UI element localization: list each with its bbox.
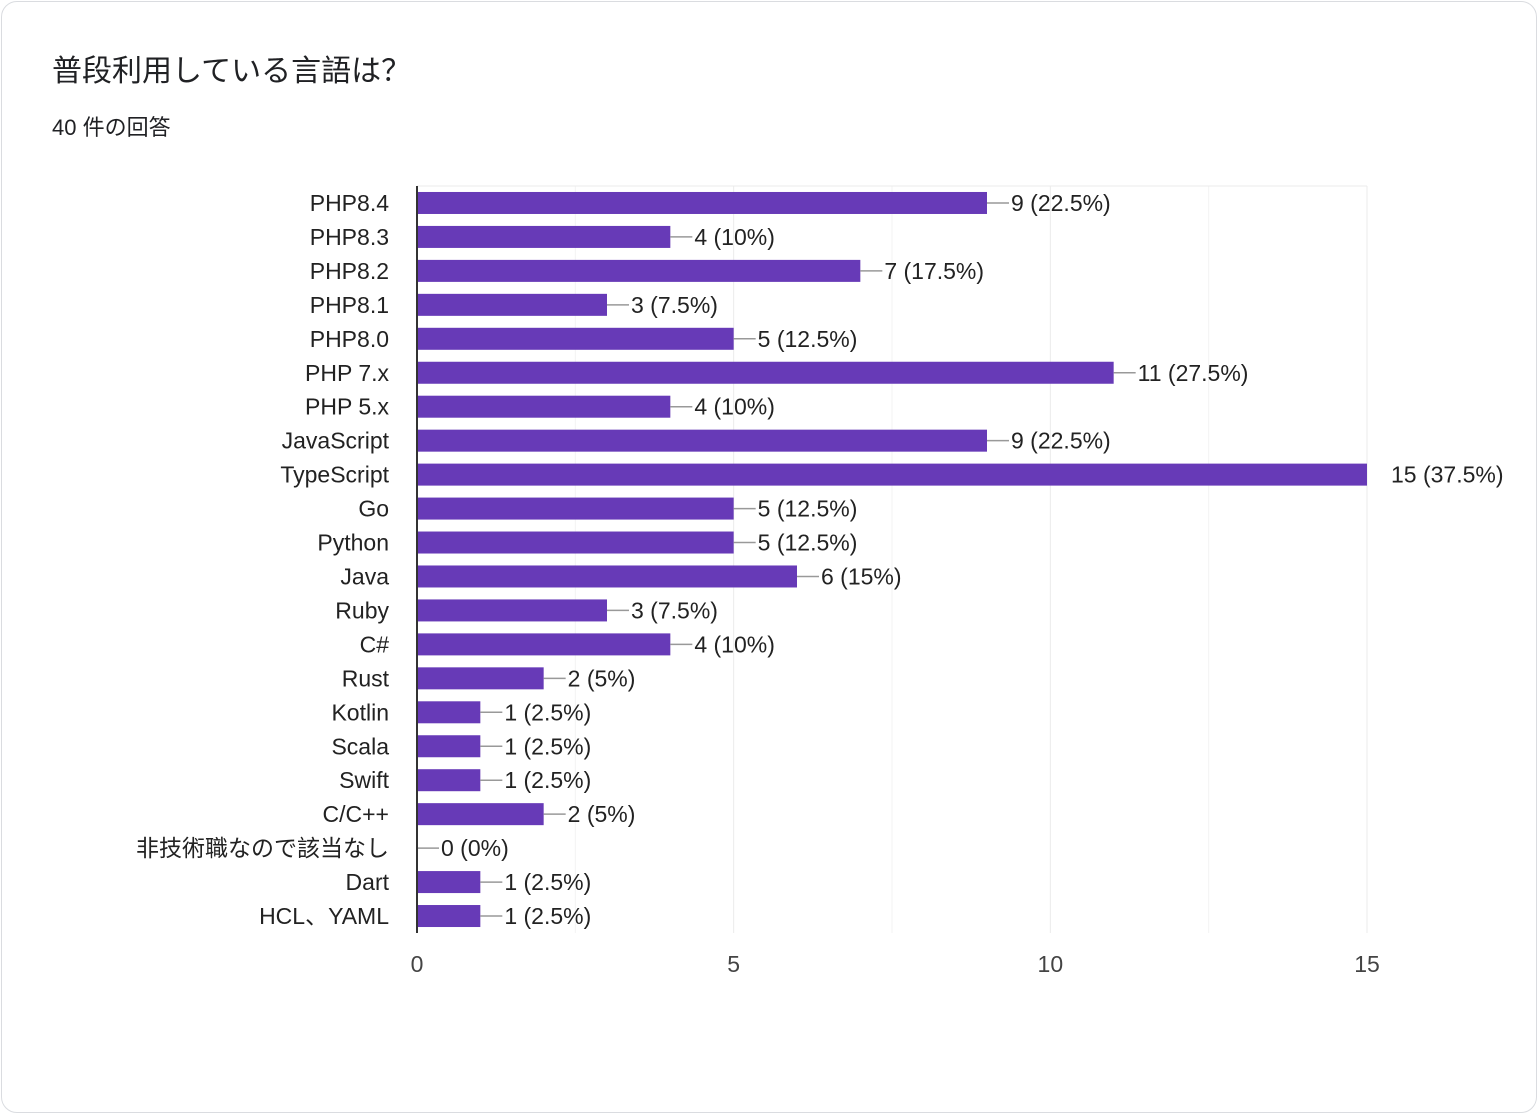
- data-label: 1 (2.5%): [504, 699, 591, 725]
- bar: [417, 327, 734, 350]
- data-label: 9 (22.5%): [1011, 190, 1111, 216]
- bar: [417, 565, 797, 588]
- data-label: 11 (27.5%): [1138, 360, 1249, 386]
- category-label: TypeScript: [280, 462, 389, 488]
- x-tick-label: 15: [1354, 951, 1380, 977]
- data-label: 6 (15%): [821, 563, 902, 589]
- category-label: C/C++: [323, 801, 389, 827]
- category-label: JavaScript: [282, 428, 390, 454]
- bar: [417, 497, 734, 520]
- data-label: 2 (5%): [568, 801, 636, 827]
- bar: [417, 871, 481, 894]
- category-label: PHP8.2: [310, 258, 389, 284]
- data-label: 9 (22.5%): [1011, 428, 1111, 454]
- category-label: PHP 5.x: [305, 394, 389, 420]
- data-label: 1 (2.5%): [504, 767, 591, 793]
- category-label: PHP8.3: [310, 224, 389, 250]
- bar: [417, 463, 1367, 486]
- category-label: PHP8.1: [310, 292, 389, 318]
- x-tick-label: 5: [727, 951, 740, 977]
- category-label: Scala: [331, 733, 389, 759]
- data-label: 4 (10%): [694, 394, 775, 420]
- data-label: 7 (17.5%): [884, 258, 984, 284]
- data-label: 1 (2.5%): [504, 903, 591, 929]
- x-tick-label: 10: [1038, 951, 1064, 977]
- category-label: PHP 7.x: [305, 360, 389, 386]
- category-label: Python: [317, 530, 389, 556]
- bar: [417, 361, 1114, 384]
- bar: [417, 191, 987, 214]
- category-label: Java: [340, 563, 389, 589]
- bar: [417, 633, 671, 656]
- bar: [417, 769, 481, 792]
- bar: [417, 701, 481, 724]
- bar: [417, 259, 861, 282]
- category-label: Go: [358, 496, 389, 522]
- bar: [417, 667, 544, 690]
- bar: [417, 293, 607, 316]
- data-label: 3 (7.5%): [631, 597, 718, 623]
- data-label: 1 (2.5%): [504, 733, 591, 759]
- category-label: PHP8.4: [310, 190, 389, 216]
- data-label: 2 (5%): [568, 665, 636, 691]
- category-label: 非技術職なので該当なし: [136, 835, 389, 861]
- bar: [417, 803, 544, 826]
- bar: [417, 225, 671, 248]
- x-tick-label: 0: [411, 951, 424, 977]
- data-label: 5 (12.5%): [758, 530, 858, 556]
- bar: [417, 531, 734, 554]
- bar: [417, 395, 671, 418]
- category-label: C#: [360, 631, 390, 657]
- category-label: Rust: [342, 665, 390, 691]
- data-label: 15 (37.5%): [1391, 462, 1504, 488]
- bar: [417, 735, 481, 758]
- data-label: 4 (10%): [694, 631, 775, 657]
- data-label: 3 (7.5%): [631, 292, 718, 318]
- data-label: 0 (0%): [441, 835, 509, 861]
- category-label: Swift: [339, 767, 389, 793]
- data-label: 4 (10%): [694, 224, 775, 250]
- category-label: Kotlin: [331, 699, 389, 725]
- category-label: Ruby: [335, 597, 389, 623]
- question-title: 普段利用している言語は？: [52, 55, 412, 88]
- category-label: HCL、YAML: [259, 903, 389, 929]
- data-label: 5 (12.5%): [758, 496, 858, 522]
- category-label: Dart: [346, 869, 390, 895]
- bar: [417, 429, 987, 452]
- data-label: 5 (12.5%): [758, 326, 858, 352]
- bar: [417, 905, 481, 928]
- data-label: 1 (2.5%): [504, 869, 591, 895]
- bar: [417, 599, 607, 622]
- response-count: 40 件の回答: [52, 115, 171, 140]
- category-label: PHP8.0: [310, 326, 389, 352]
